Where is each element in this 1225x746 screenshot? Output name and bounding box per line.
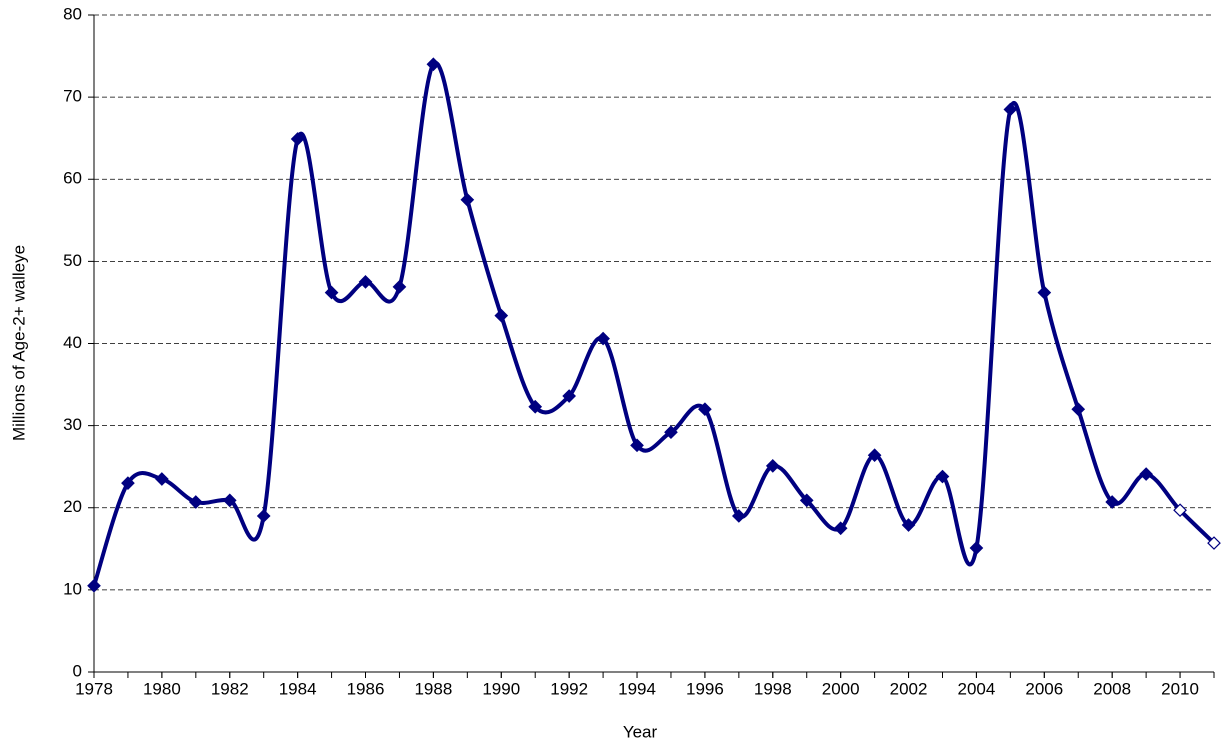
x-tick-label: 1988: [414, 679, 452, 698]
data-marker: [494, 308, 509, 323]
data-marker: [1139, 467, 1153, 481]
data-marker: [1037, 285, 1052, 300]
data-marker: [562, 389, 577, 403]
y-tick-label: 80: [63, 4, 82, 23]
data-marker: [731, 509, 746, 523]
data-marker: [1173, 503, 1187, 518]
y-axis-label: Millions of Age-2+ walleye: [9, 245, 28, 441]
y-tick-label: 10: [63, 579, 82, 598]
data-marker: [1207, 536, 1221, 550]
data-marker: [222, 493, 237, 508]
data-marker: [121, 476, 135, 490]
x-tick-label: 2010: [1161, 679, 1199, 698]
data-marker: [867, 448, 882, 463]
data-marker: [188, 495, 203, 509]
y-tick-label: 40: [63, 333, 82, 352]
y-tick-label: 60: [63, 169, 82, 188]
x-tick-label: 1982: [211, 679, 249, 698]
y-tick-label: 0: [73, 661, 82, 680]
data-marker: [698, 402, 712, 417]
data-marker: [155, 472, 169, 486]
y-tick-label: 50: [63, 251, 82, 270]
data-marker: [833, 521, 848, 536]
x-tick-label: 1996: [686, 679, 724, 698]
x-tick-label: 1994: [618, 679, 656, 698]
data-marker: [256, 509, 271, 523]
data-marker: [460, 192, 475, 207]
y-tick-label: 30: [63, 415, 82, 434]
x-tick-label: 1978: [75, 679, 113, 698]
x-tick-label: 2004: [958, 679, 996, 698]
x-tick-label: 1998: [754, 679, 792, 698]
data-marker: [87, 578, 101, 593]
x-tick-label: 2000: [822, 679, 860, 698]
data-marker: [358, 275, 373, 289]
data-marker: [901, 518, 916, 532]
x-tick-label: 1992: [550, 679, 588, 698]
data-marker: [1003, 102, 1018, 117]
data-marker: [528, 399, 543, 414]
x-tick-label: 2002: [890, 679, 928, 698]
data-marker: [935, 469, 950, 484]
data-line: [92, 60, 1216, 587]
data-marker: [324, 285, 339, 300]
data-marker: [664, 425, 678, 440]
x-tick-label: 1984: [279, 679, 317, 698]
data-marker: [630, 438, 644, 453]
x-tick-label: 1990: [482, 679, 520, 698]
x-tick-label: 2006: [1025, 679, 1063, 698]
data-marker: [799, 493, 814, 508]
x-axis-label: Year: [623, 722, 658, 741]
x-tick-label: 1980: [143, 679, 181, 698]
data-marker: [765, 459, 780, 473]
x-tick-label: 1986: [347, 679, 385, 698]
data-marker: [596, 331, 610, 346]
data-marker: [392, 279, 407, 294]
y-tick-label: 70: [63, 87, 82, 106]
data-marker: [1071, 402, 1086, 417]
data-marker: [426, 57, 441, 72]
y-tick-label: 20: [63, 497, 82, 516]
x-tick-label: 2008: [1093, 679, 1131, 698]
data-marker: [969, 541, 984, 555]
data-marker: [290, 132, 305, 146]
data-marker: [1105, 495, 1120, 509]
